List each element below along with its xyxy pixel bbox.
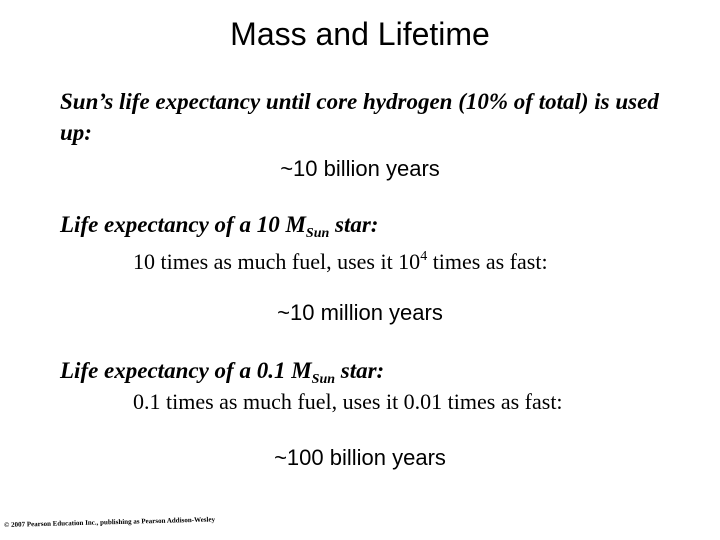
ten-solar-mass-heading: Life expectancy of a 10 MSun star: [60, 211, 378, 248]
tenth-solar-mass-result: ~100 billion years [274, 445, 446, 470]
sun-subscript: Sun [311, 372, 336, 387]
sun-lifetime-result: ~10 billion years [280, 156, 440, 181]
ten-solar-mass-detail-text: 10 times as much fuel, uses it 10 [133, 249, 421, 274]
tenth-solar-mass-detail: 0.1 times as much fuel, uses it 0.01 tim… [133, 389, 563, 414]
copyright-credit: © 2007 Pearson Education Inc., publishin… [4, 515, 216, 529]
ten-solar-mass-heading-text: Life expectancy of a 10 M [60, 212, 306, 237]
exponent-superscript: 4 [420, 249, 428, 264]
tenth-solar-mass-heading-text: Life expectancy of a 0.1 M [60, 358, 312, 383]
ten-solar-mass-detail: 10 times as much fuel, uses it 104 times… [133, 243, 548, 276]
sun-subscript: Sun [305, 226, 330, 241]
sun-life-expectancy-text: Sun’s life expectancy until core hydroge… [60, 89, 659, 145]
ten-solar-mass-result: ~10 million years [277, 300, 443, 325]
tenth-solar-mass-heading: Life expectancy of a 0.1 MSun star: [60, 357, 384, 394]
ten-solar-mass-detail-end: times as fast: [427, 249, 548, 274]
slide-title: Mass and Lifetime [230, 16, 490, 52]
ten-solar-mass-heading-end: star: [329, 212, 379, 237]
tenth-solar-mass-heading-end: star: [335, 358, 385, 383]
